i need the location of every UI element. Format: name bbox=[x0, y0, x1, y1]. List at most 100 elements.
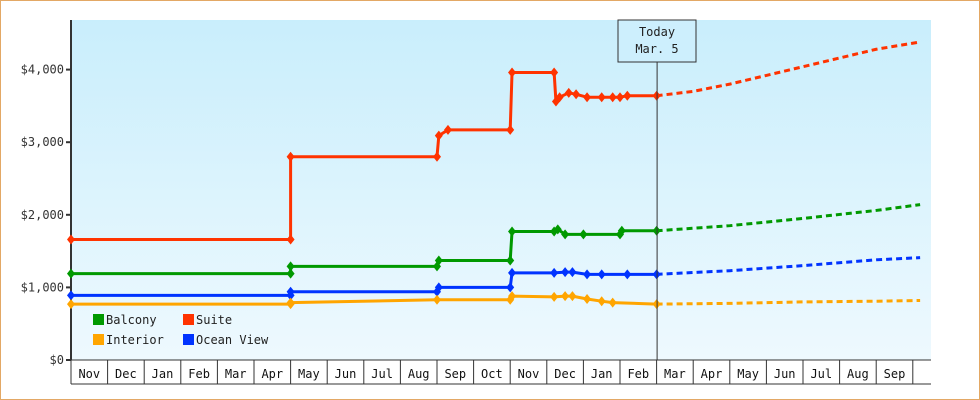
x-tick-month: Dec bbox=[554, 367, 576, 381]
x-tick-month: Nov bbox=[518, 367, 540, 381]
x-tick-month: Aug bbox=[847, 367, 869, 381]
data-point[interactable] bbox=[583, 269, 592, 280]
x-tick-month: Dec bbox=[115, 367, 137, 381]
data-point[interactable] bbox=[583, 92, 592, 103]
data-point[interactable] bbox=[550, 67, 559, 78]
data-point[interactable] bbox=[434, 282, 443, 293]
x-tick-month: Sep bbox=[884, 367, 906, 381]
x-tick-month: Jun bbox=[335, 367, 357, 381]
x-tick-month: Sep bbox=[444, 367, 466, 381]
data-point[interactable] bbox=[597, 296, 606, 307]
x-tick-month: Feb bbox=[188, 367, 210, 381]
data-point[interactable] bbox=[508, 226, 517, 237]
data-point[interactable] bbox=[623, 90, 632, 101]
data-point[interactable] bbox=[555, 92, 564, 103]
data-point[interactable] bbox=[286, 261, 295, 272]
data-point[interactable] bbox=[550, 291, 559, 302]
data-point[interactable] bbox=[286, 297, 295, 308]
data-point[interactable] bbox=[550, 267, 559, 278]
data-point[interactable] bbox=[553, 224, 562, 235]
x-tick-month: Apr bbox=[701, 367, 723, 381]
data-point[interactable] bbox=[286, 234, 295, 245]
data-point[interactable] bbox=[616, 92, 624, 103]
legend-item-ocean-view[interactable]: Ocean View bbox=[183, 333, 269, 347]
data-point[interactable] bbox=[597, 92, 606, 103]
today-label: Today bbox=[639, 25, 675, 39]
y-axis: $0 $1,000 $2,000 $3,000 $4,000 bbox=[21, 20, 72, 367]
x-tick-month: Feb bbox=[627, 367, 649, 381]
x-tick-month: Nov bbox=[78, 367, 100, 381]
series-suite bbox=[67, 40, 921, 245]
data-point[interactable] bbox=[286, 268, 295, 279]
data-point[interactable] bbox=[579, 229, 588, 240]
y-tick-label: $3,000 bbox=[21, 135, 64, 149]
legend: Balcony Suite Interior Ocean View bbox=[93, 313, 269, 347]
series-balcony bbox=[67, 203, 921, 279]
today-marker: Today Mar. 5 bbox=[617, 19, 697, 360]
data-point[interactable] bbox=[434, 130, 443, 141]
data-point[interactable] bbox=[597, 269, 606, 280]
legend-item-interior[interactable]: Interior bbox=[93, 333, 164, 347]
data-point[interactable] bbox=[561, 229, 570, 240]
legend-item-balcony[interactable]: Balcony bbox=[93, 313, 157, 327]
x-tick-month: May bbox=[737, 367, 759, 381]
data-point[interactable] bbox=[67, 234, 75, 245]
x-tick-month: Apr bbox=[261, 367, 283, 381]
data-point[interactable] bbox=[623, 269, 632, 280]
x-tick-month: Mar bbox=[225, 367, 247, 381]
data-point[interactable] bbox=[508, 291, 517, 302]
legend-label: Interior bbox=[106, 333, 164, 347]
legend-label: Suite bbox=[196, 313, 232, 327]
legend-swatch bbox=[183, 334, 194, 345]
data-point[interactable] bbox=[572, 89, 581, 100]
data-point[interactable] bbox=[608, 297, 617, 308]
data-point[interactable] bbox=[564, 87, 573, 98]
x-tick-month: Mar bbox=[664, 367, 686, 381]
x-tick-month: Jan bbox=[152, 367, 174, 381]
data-point[interactable] bbox=[508, 67, 517, 78]
legend-swatch bbox=[183, 314, 194, 325]
data-point[interactable] bbox=[506, 282, 515, 293]
data-point[interactable] bbox=[608, 92, 617, 103]
data-point[interactable] bbox=[286, 151, 295, 162]
series-layer bbox=[67, 40, 921, 310]
legend-label: Ocean View bbox=[196, 333, 269, 347]
data-point[interactable] bbox=[67, 290, 75, 301]
y-tick-label: $1,000 bbox=[21, 280, 64, 294]
data-point[interactable] bbox=[443, 124, 452, 135]
x-tick-month: Jan bbox=[591, 367, 613, 381]
legend-swatch bbox=[93, 334, 104, 345]
y-tick-label: $4,000 bbox=[21, 63, 64, 77]
legend-item-suite[interactable]: Suite bbox=[183, 313, 232, 327]
data-point[interactable] bbox=[67, 268, 75, 279]
x-tick-month: May bbox=[298, 367, 320, 381]
data-point[interactable] bbox=[568, 267, 577, 278]
legend-swatch bbox=[93, 314, 104, 325]
legend-label: Balcony bbox=[106, 313, 157, 327]
data-point[interactable] bbox=[506, 255, 515, 266]
x-tick-month: Aug bbox=[408, 367, 430, 381]
x-tick-month: Jul bbox=[810, 367, 832, 381]
data-point[interactable] bbox=[508, 267, 517, 278]
data-point[interactable] bbox=[583, 294, 592, 305]
data-point[interactable] bbox=[617, 225, 626, 236]
x-tick-month: Jun bbox=[774, 367, 796, 381]
data-point[interactable] bbox=[286, 286, 295, 297]
data-point[interactable] bbox=[433, 294, 441, 305]
data-point[interactable] bbox=[561, 291, 570, 302]
y-tick-label: $0 bbox=[50, 353, 64, 367]
data-point[interactable] bbox=[67, 299, 75, 310]
data-point[interactable] bbox=[434, 255, 443, 266]
series-ocean-view bbox=[67, 256, 921, 301]
plot-area bbox=[71, 20, 931, 360]
today-date: Mar. 5 bbox=[635, 42, 678, 56]
data-point[interactable] bbox=[506, 124, 515, 135]
data-point[interactable] bbox=[433, 151, 441, 162]
y-tick-label: $2,000 bbox=[21, 208, 64, 222]
x-tick-month: Jul bbox=[371, 367, 393, 381]
data-point[interactable] bbox=[568, 291, 577, 302]
x-axis: Nov Dec Jan Feb Mar Apr May Jun Jul Aug Sep Oct Nov D… bbox=[70, 359, 931, 385]
series-interior bbox=[67, 291, 921, 310]
data-point[interactable] bbox=[561, 267, 570, 278]
